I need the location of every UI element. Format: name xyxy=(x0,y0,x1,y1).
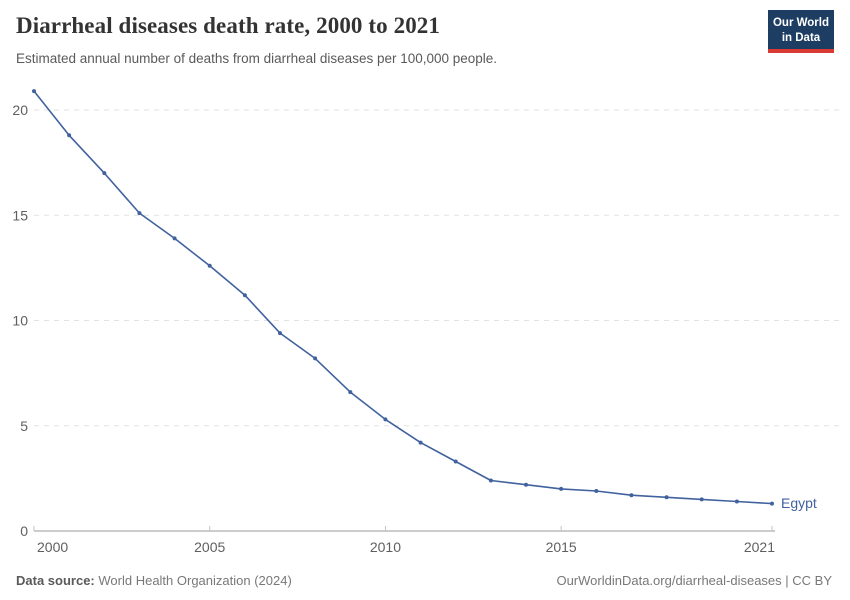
data-point[interactable] xyxy=(32,89,36,94)
data-point[interactable] xyxy=(734,499,739,504)
chart-subtitle: Estimated annual number of deaths from d… xyxy=(16,51,498,66)
y-tick-label: 5 xyxy=(20,418,28,434)
series-line xyxy=(33,90,773,505)
x-tick-label: 2005 xyxy=(194,539,225,555)
data-point[interactable] xyxy=(418,440,423,445)
owid-logo-line1: Our World xyxy=(772,17,829,29)
y-tick-label: 0 xyxy=(20,523,28,539)
data-point[interactable] xyxy=(664,495,669,500)
data-series-egypt[interactable] xyxy=(32,89,774,506)
y-tick-label: 20 xyxy=(12,102,28,118)
x-tick-label: 2000 xyxy=(37,539,68,555)
data-point[interactable] xyxy=(137,211,142,216)
data-point[interactable] xyxy=(102,171,107,176)
data-point[interactable] xyxy=(699,497,704,502)
x-tick-label: 2021 xyxy=(744,539,775,555)
data-point[interactable] xyxy=(242,293,247,298)
data-source-label: Data source: xyxy=(16,573,95,588)
data-point[interactable] xyxy=(348,390,353,395)
owid-logo-line2: in Data xyxy=(781,31,821,44)
data-point[interactable] xyxy=(172,236,177,241)
data-point[interactable] xyxy=(770,501,774,506)
data-point[interactable] xyxy=(383,417,388,422)
line-chart-plot-area[interactable]: 0 5 10 15 20 2000 2005 2010 2015 2021 Egypt xyxy=(0,82,850,560)
data-point[interactable] xyxy=(278,331,282,336)
data-point[interactable] xyxy=(67,133,72,138)
y-gridlines xyxy=(34,109,843,427)
y-tick-label: 10 xyxy=(12,313,28,329)
line-chart-svg[interactable]: 0 5 10 15 20 2000 2005 2010 2015 2021 Egypt xyxy=(0,82,850,560)
data-point[interactable] xyxy=(488,478,493,483)
x-axis-labels: 2000 2005 2010 2015 2021 xyxy=(37,539,775,555)
y-tick-label: 15 xyxy=(12,207,28,223)
data-point[interactable] xyxy=(524,482,528,487)
license-note[interactable]: OurWorldinData.org/diarrheal-diseases | … xyxy=(556,573,832,588)
chart-footer: Data source: World Health Organization (… xyxy=(16,573,832,588)
data-point[interactable] xyxy=(313,356,318,361)
data-point[interactable] xyxy=(594,489,599,493)
chart-title: Diarrheal diseases death rate, 2000 to 2… xyxy=(16,13,440,38)
data-point[interactable] xyxy=(453,459,458,464)
data-point[interactable] xyxy=(629,493,634,498)
owid-logo[interactable]: Our World in Data xyxy=(768,10,834,54)
data-point[interactable] xyxy=(207,263,212,268)
x-tick-label: 2010 xyxy=(370,539,401,555)
series-end-label[interactable]: Egypt xyxy=(781,495,817,511)
x-tick-label: 2015 xyxy=(546,539,577,555)
y-axis-labels: 0 5 10 15 20 xyxy=(12,102,28,539)
x-axis xyxy=(33,526,775,532)
data-point[interactable] xyxy=(559,486,564,491)
data-source-value: World Health Organization (2024) xyxy=(98,573,292,588)
data-source-note: Data source: World Health Organization (… xyxy=(16,573,292,588)
